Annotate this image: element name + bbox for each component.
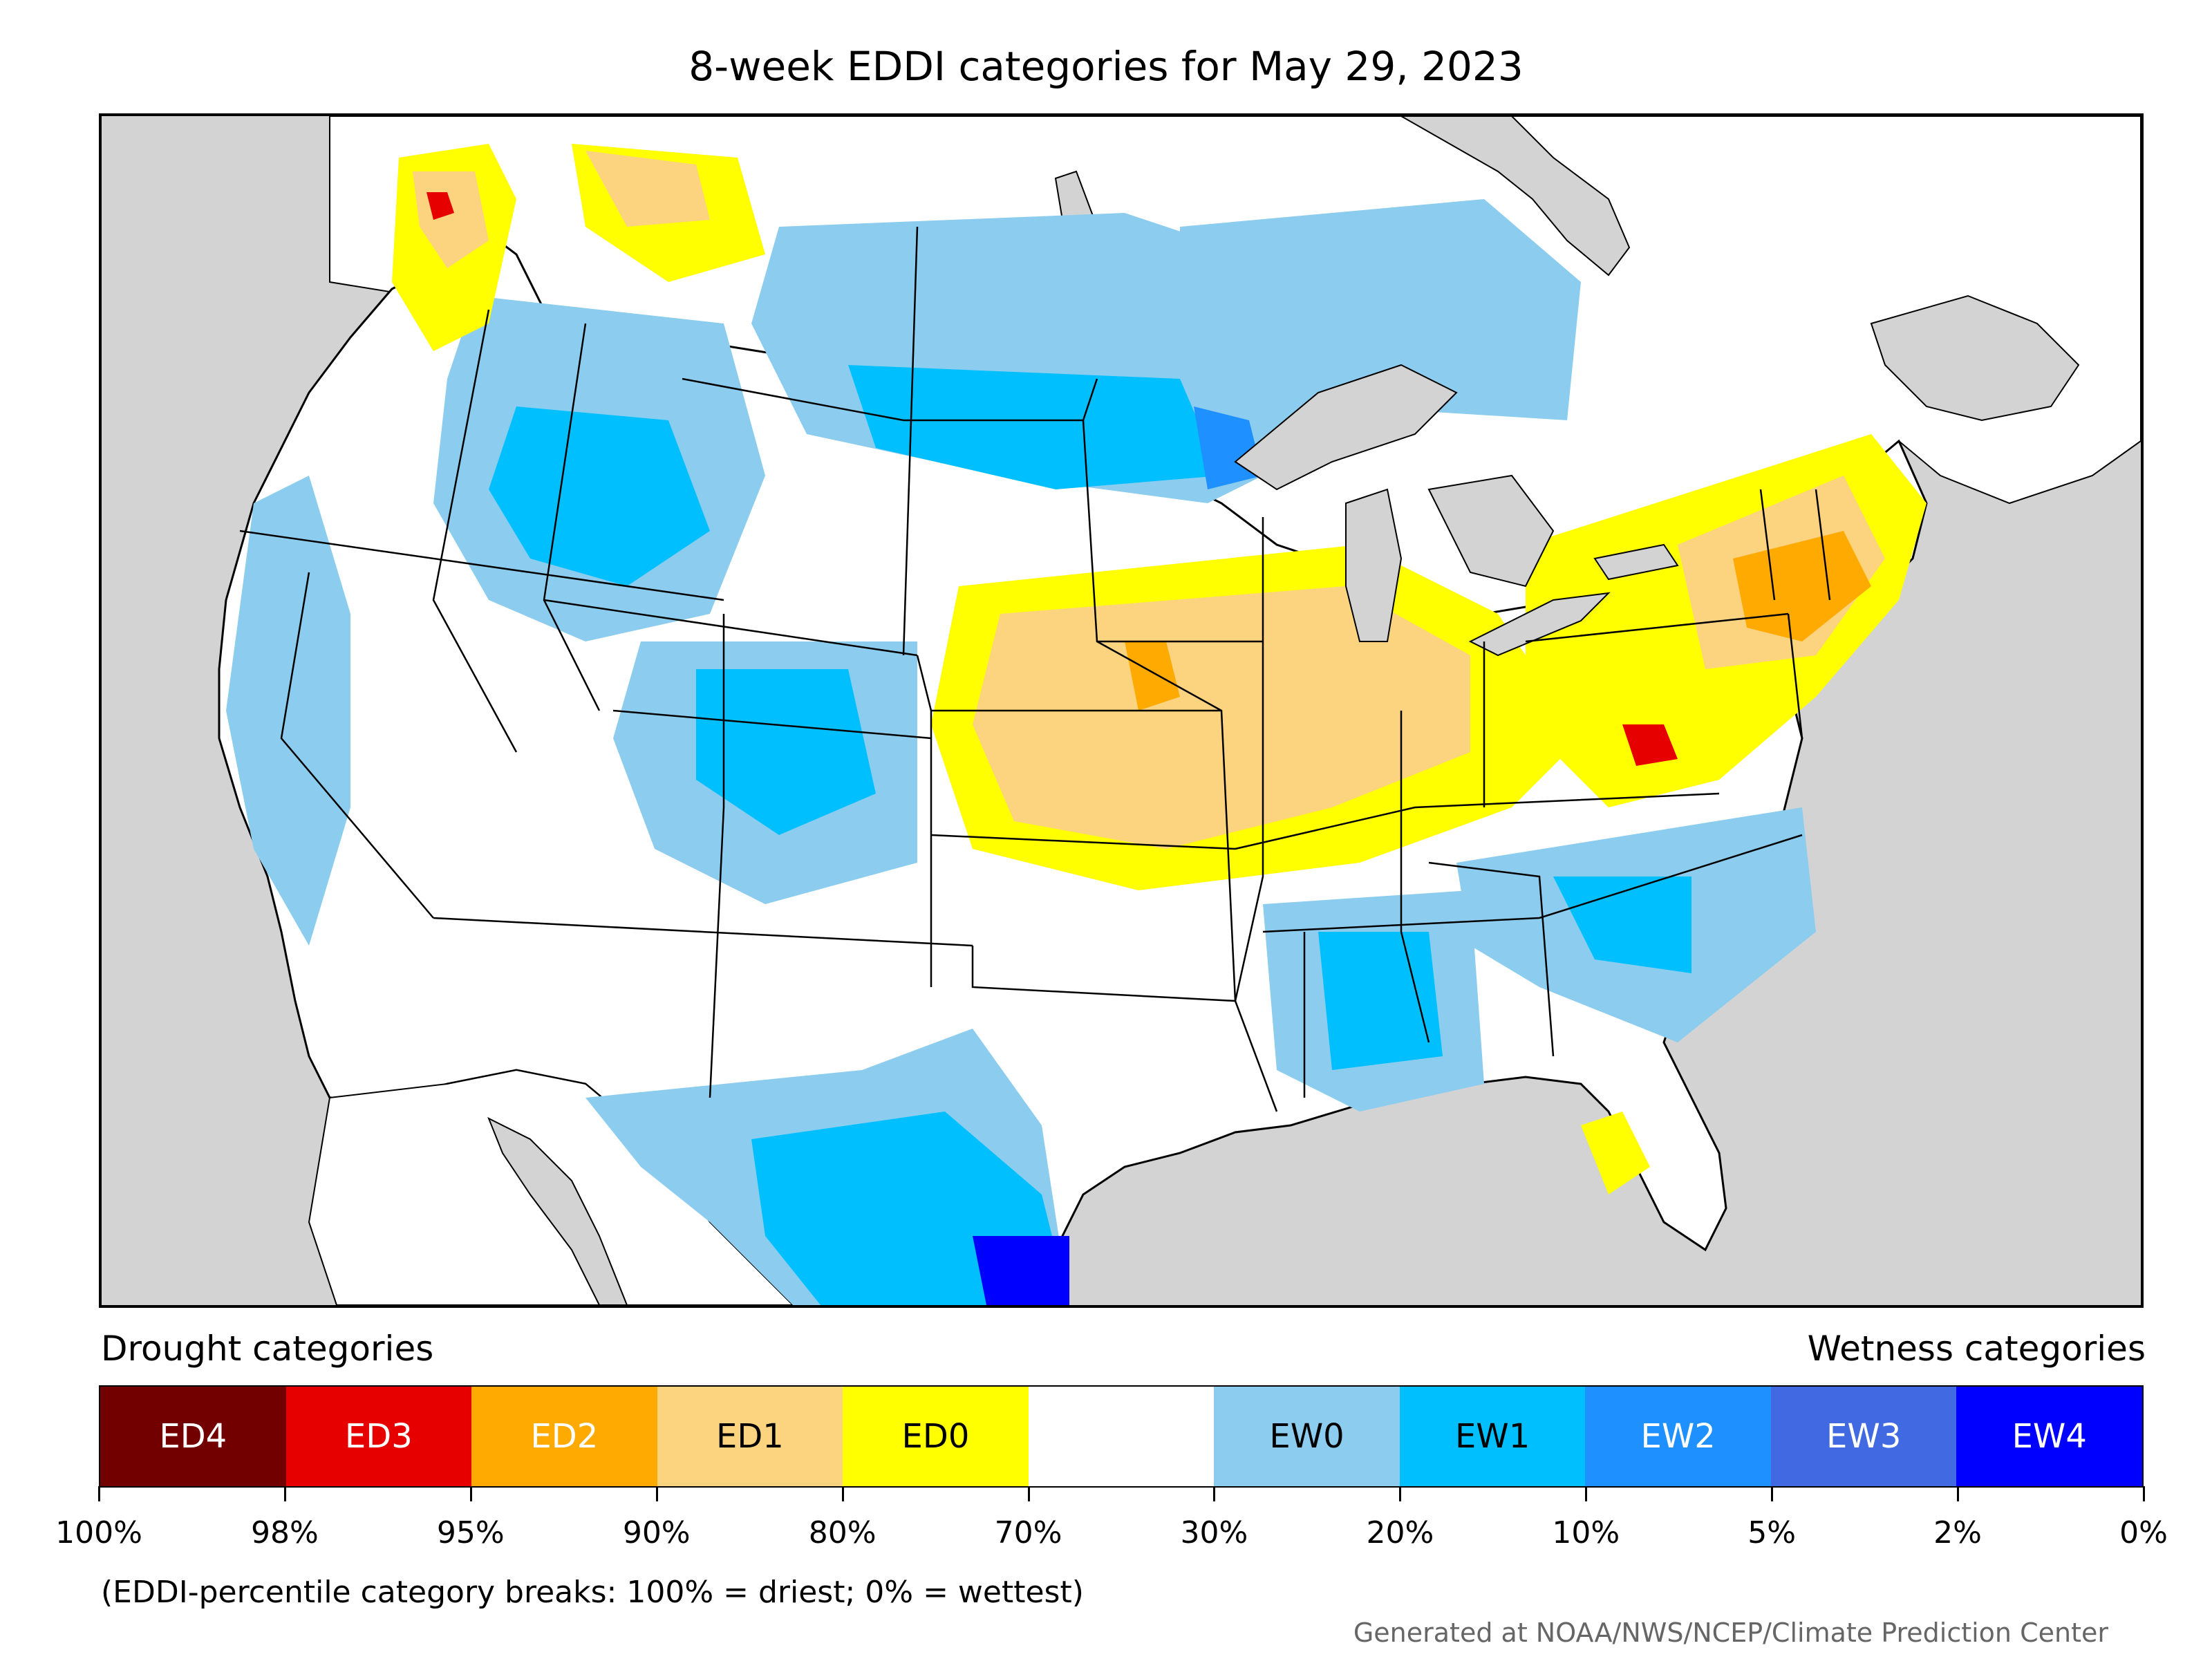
legend-swatch-ed1: ED1 [657, 1387, 843, 1486]
category-breaks-note: (EDDI-percentile category breaks: 100% =… [101, 1575, 1084, 1610]
wet-area-colorado-core [696, 669, 876, 835]
hudson-bay [1399, 116, 1631, 276]
tick-mark [1585, 1486, 1588, 1501]
drought-categories-heading: Drought categories [101, 1329, 434, 1369]
lake-ontario [1593, 543, 1679, 581]
legend-swatch-ew0: EW0 [1214, 1387, 1400, 1486]
category-colorbar: ED4 ED3 ED2 ED1 ED0 EW0 EW1 EW2 EW3 EW4 [99, 1385, 2144, 1488]
dry-area-florida [1581, 1112, 1650, 1194]
wetness-areas [226, 199, 1816, 1305]
tick-mark [283, 1486, 286, 1501]
legend-swatch-ed3: ED3 [285, 1387, 472, 1486]
dry-area-alberta-core [585, 151, 710, 227]
eddi-map [99, 113, 2144, 1308]
lake-erie [1468, 592, 1611, 657]
wet-area-mississippi-core [1318, 932, 1443, 1070]
legend-swatch-ew4: EW4 [1956, 1387, 2143, 1486]
legend-swatch-ed4: ED4 [100, 1387, 286, 1486]
wetness-categories-heading: Wetness categories [1807, 1329, 2146, 1369]
tick-label: 95% [436, 1515, 505, 1550]
tick-label: 5% [1747, 1515, 1797, 1550]
legend-swatch-ew3: EW3 [1770, 1387, 1957, 1486]
legend-swatch-ew2: EW2 [1585, 1387, 1771, 1486]
tick-mark [655, 1486, 658, 1501]
tick-mark [98, 1486, 100, 1501]
legend-swatch-ed2: ED2 [471, 1387, 657, 1486]
wet-area-idaho-core [489, 406, 710, 586]
wet-area-ontario [1180, 199, 1581, 420]
dry-area-bc-hot [427, 192, 454, 220]
dry-area-new-england [1733, 531, 1871, 641]
tick-label: 20% [1366, 1515, 1434, 1550]
tick-mark [1399, 1486, 1402, 1501]
tick-label: 90% [622, 1515, 691, 1550]
great-lakes [1234, 364, 1679, 657]
credit-line: Generated at NOAA/NWS/NCEP/Climate Predi… [1353, 1618, 2108, 1648]
map-svg [218, 116, 2141, 1305]
tick-mark [2143, 1486, 2145, 1501]
tick-mark [1027, 1486, 1030, 1501]
tick-label: 0% [2119, 1515, 2168, 1550]
wet-area-south-texas [973, 1236, 1069, 1305]
state-borders [239, 226, 1831, 1112]
tick-label: 100% [55, 1515, 142, 1550]
lake-superior [1234, 364, 1458, 491]
colorbar-ticks: 100% 98% 95% 90% 80% 70% 30% 20% 10% 5% 2% 0% [0, 1486, 2212, 1569]
wet-area-north-dakota-core [848, 365, 1221, 489]
tick-label: 2% [1933, 1515, 1982, 1550]
gulf-st-lawrence [1870, 294, 2080, 422]
lake-michigan [1345, 488, 1403, 642]
tick-label: 10% [1552, 1515, 1620, 1550]
tick-mark [1957, 1486, 1960, 1501]
tick-mark [469, 1486, 472, 1501]
dry-area-iowa-hot [1125, 641, 1180, 711]
legend-swatch-neutral [1028, 1387, 1215, 1486]
tick-mark [841, 1486, 844, 1501]
map-title: 8-week EDDI categories for May 29, 2023 [688, 43, 1524, 90]
tick-mark [1213, 1486, 1216, 1501]
dry-area-virginia-hot [1622, 724, 1678, 766]
wet-area-south-carolina-core [1553, 877, 1691, 973]
legend-swatch-ed0: ED0 [843, 1387, 1029, 1486]
legend-swatch-ew1: EW1 [1399, 1387, 1586, 1486]
tick-mark [1771, 1486, 1774, 1501]
tick-label: 70% [994, 1515, 1062, 1550]
tick-label: 80% [808, 1515, 877, 1550]
wet-area-california-coast [226, 476, 350, 946]
lake-huron [1427, 474, 1555, 588]
tick-label: 98% [251, 1515, 319, 1550]
gulf-california [487, 1116, 628, 1305]
tick-label: 30% [1180, 1515, 1248, 1550]
